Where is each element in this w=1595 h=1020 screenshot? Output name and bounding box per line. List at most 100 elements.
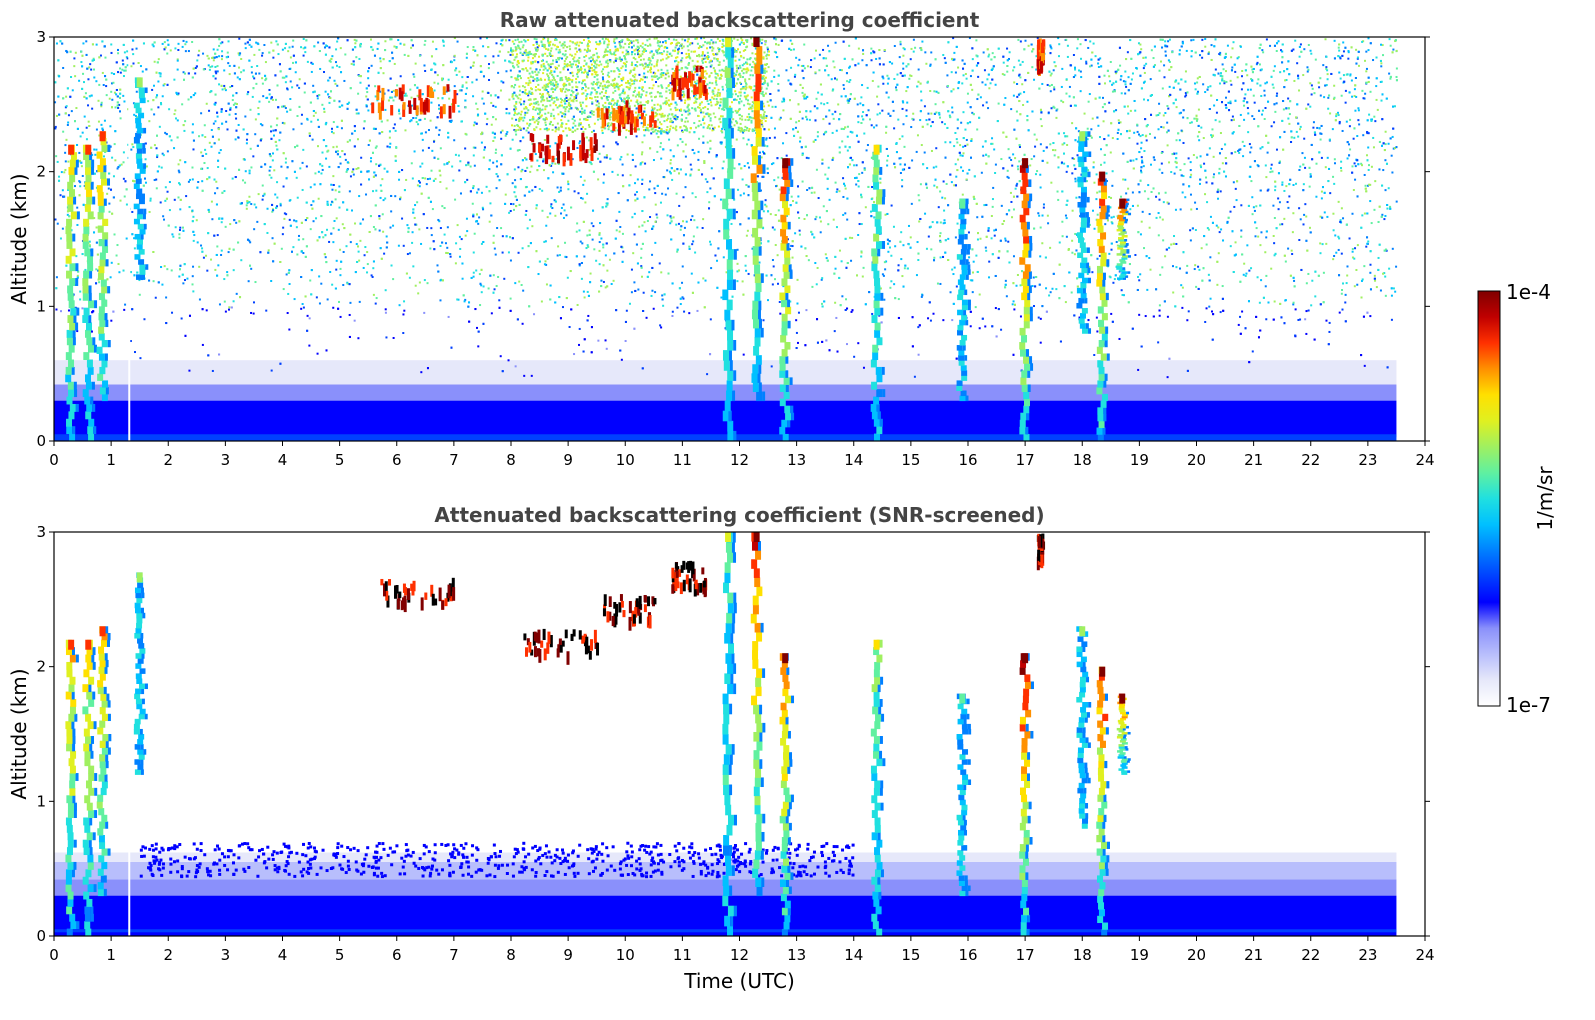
noise-pixel: [205, 102, 208, 105]
noise-pixel: [725, 271, 728, 274]
noise-pixel: [1138, 279, 1141, 282]
noise-pixel: [902, 101, 905, 104]
noise-pixel: [702, 218, 705, 221]
noise-pixel: [1155, 195, 1158, 198]
noise-pixel: [675, 223, 678, 226]
noise-pixel: [792, 200, 795, 203]
noise-pixel: [1039, 143, 1042, 146]
noise-pixel: [606, 46, 609, 49]
noise-pixel: [966, 101, 969, 104]
noise-pixel: [834, 41, 837, 44]
noise-pixel: [544, 87, 547, 90]
noise-pixel: [1184, 95, 1187, 98]
noise-pixel: [1309, 82, 1312, 85]
noise-pixel: [300, 46, 303, 49]
noise-pixel: [1050, 47, 1053, 50]
noise-pixel: [719, 198, 722, 201]
noise-pixel: [481, 206, 484, 209]
noise-pixel: [282, 288, 285, 291]
noise-pixel: [1136, 130, 1139, 133]
noise-pixel: [1124, 83, 1127, 86]
noise-pixel: [732, 98, 735, 101]
noise-pixel: [277, 53, 280, 56]
noise-pixel: [465, 81, 468, 84]
noise-pixel: [798, 217, 801, 220]
noise-pixel: [682, 220, 685, 223]
noise-pixel: [1284, 79, 1287, 82]
noise-pixel: [1008, 156, 1011, 159]
noise-pixel: [643, 72, 646, 75]
noise-pixel: [379, 184, 382, 187]
noise-pixel: [1319, 252, 1322, 255]
noise-pixel: [588, 161, 591, 164]
noise-pixel: [603, 40, 606, 43]
noise-pixel: [585, 247, 588, 250]
noise-pixel: [681, 265, 684, 268]
noise-pixel: [617, 68, 620, 71]
noise-pixel: [108, 97, 111, 100]
noise-pixel: [1355, 268, 1358, 271]
noise-pixel: [1111, 83, 1114, 86]
noise-pixel: [1305, 282, 1308, 285]
noise-pixel: [218, 83, 221, 86]
noise-pixel: [634, 193, 637, 196]
noise-pixel: [321, 151, 324, 154]
noise-pixel: [549, 212, 552, 215]
noise-pixel: [684, 39, 687, 42]
noise-pixel: [127, 143, 130, 146]
noise-pixel: [1384, 189, 1387, 192]
noise-pixel: [1313, 92, 1316, 95]
noise-pixel: [261, 77, 264, 80]
noise-pixel: [490, 123, 493, 126]
noise-pixel: [1215, 111, 1218, 114]
noise-pixel: [1319, 77, 1322, 80]
noise-pixel: [420, 132, 423, 135]
noise-pixel: [586, 244, 589, 247]
noise-pixel: [177, 169, 180, 172]
noise-pixel: [976, 238, 979, 241]
noise-pixel: [1361, 278, 1364, 281]
noise-pixel: [898, 137, 901, 140]
noise-pixel: [814, 262, 817, 265]
noise-pixel: [333, 219, 336, 222]
noise-pixel: [592, 129, 595, 132]
noise-pixel: [1320, 197, 1323, 200]
noise-pixel: [100, 101, 103, 104]
noise-pixel: [627, 46, 630, 49]
noise-pixel: [1109, 151, 1112, 154]
noise-pixel: [777, 176, 780, 179]
noise-pixel: [163, 218, 166, 221]
noise-pixel: [508, 98, 511, 101]
noise-pixel: [586, 319, 589, 322]
noise-pixel: [846, 149, 849, 152]
noise-pixel: [648, 188, 651, 191]
noise-pixel: [1119, 121, 1122, 124]
noise-pixel: [630, 291, 633, 294]
noise-pixel: [911, 117, 914, 120]
noise-pixel: [800, 65, 803, 68]
noise-pixel: [473, 232, 476, 235]
noise-pixel: [1364, 184, 1367, 187]
noise-pixel: [1164, 191, 1167, 194]
noise-pixel: [186, 277, 189, 280]
noise-pixel: [1297, 135, 1300, 138]
noise-pixel: [885, 131, 888, 134]
noise-pixel: [782, 109, 785, 112]
noise-pixel: [312, 91, 315, 94]
noise-pixel: [649, 180, 652, 183]
noise-pixel: [225, 120, 228, 123]
noise-pixel: [816, 135, 819, 138]
noise-pixel: [877, 103, 880, 106]
noise-pixel: [671, 310, 674, 313]
noise-pixel: [1076, 154, 1079, 157]
noise-pixel: [261, 198, 264, 201]
noise-pixel: [483, 148, 486, 151]
noise-pixel: [696, 309, 699, 312]
noise-pixel: [822, 48, 825, 51]
noise-pixel: [472, 271, 475, 274]
noise-pixel: [398, 110, 401, 113]
noise-pixel: [550, 164, 553, 167]
noise-pixel: [878, 314, 881, 317]
noise-pixel: [903, 267, 906, 270]
noise-pixel: [1319, 94, 1322, 97]
